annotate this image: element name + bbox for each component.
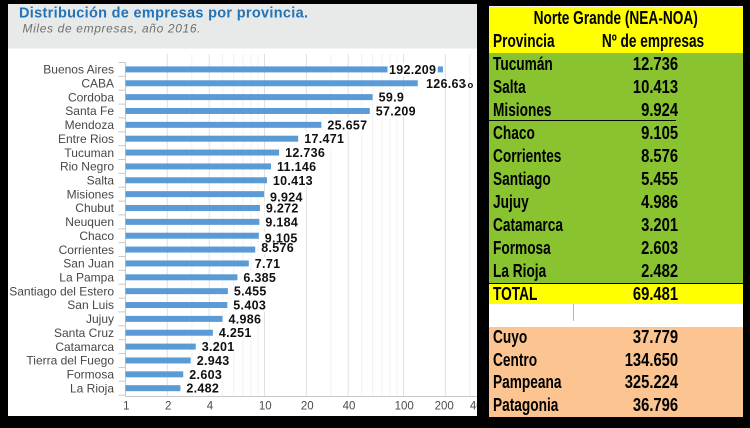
svg-text:4: 4 xyxy=(207,401,214,413)
svg-text:5.455: 5.455 xyxy=(234,285,267,299)
svg-text:Tierra del Fuego: Tierra del Fuego xyxy=(26,354,114,368)
svg-text:Entre Rios: Entre Rios xyxy=(58,132,114,146)
svg-text:San Juan: San Juan xyxy=(63,257,114,271)
svg-text:17.471: 17.471 xyxy=(304,132,344,146)
svg-text:40: 40 xyxy=(343,401,356,413)
svg-text:Distribución de empresas por p: Distribución de empresas por provincia. xyxy=(19,6,308,22)
svg-text:200: 200 xyxy=(435,401,454,413)
svg-text:Santiago del Estero: Santiago del Estero xyxy=(9,284,114,298)
svg-text:Catamarca: Catamarca xyxy=(55,340,114,354)
svg-text:7.71: 7.71 xyxy=(255,257,281,271)
svg-text:Santa Cruz: Santa Cruz xyxy=(54,326,114,340)
svg-text:8.576: 8.576 xyxy=(261,241,294,255)
svg-text:Miles de empresas, año 2016.: Miles de empresas, año 2016. xyxy=(23,22,201,36)
svg-text:4.986: 4.986 xyxy=(229,312,262,326)
svg-text:Santa Fe: Santa Fe xyxy=(65,104,114,118)
svg-text:Chaco: Chaco xyxy=(79,229,114,243)
svg-text:Jujuy: Jujuy xyxy=(86,312,114,326)
svg-text:2.943: 2.943 xyxy=(197,354,230,368)
svg-text:100: 100 xyxy=(395,401,414,413)
svg-text:9.184: 9.184 xyxy=(265,215,298,229)
svg-text:12.736: 12.736 xyxy=(285,146,325,160)
svg-text:9.924: 9.924 xyxy=(270,191,303,205)
svg-text:3.201: 3.201 xyxy=(202,340,235,354)
svg-text:Rio Negro: Rio Negro xyxy=(60,160,114,174)
svg-text:o: o xyxy=(468,80,474,91)
svg-text:192.209: 192.209 xyxy=(389,63,436,77)
svg-text:57.209: 57.209 xyxy=(376,105,416,119)
svg-text:6.385: 6.385 xyxy=(243,271,276,285)
svg-text:10.413: 10.413 xyxy=(273,174,313,188)
svg-text:20: 20 xyxy=(301,401,314,413)
svg-text:Misiones: Misiones xyxy=(67,187,114,201)
svg-text:Buenos Aires: Buenos Aires xyxy=(43,63,114,77)
svg-text:400: 400 xyxy=(470,401,489,413)
svg-text:9.272: 9.272 xyxy=(266,202,299,216)
svg-text:Neuquen: Neuquen xyxy=(65,215,114,229)
svg-text:Corrientes: Corrientes xyxy=(59,243,114,257)
svg-text:9.105: 9.105 xyxy=(265,232,298,246)
svg-text:5.403: 5.403 xyxy=(233,299,266,313)
svg-text:2.603: 2.603 xyxy=(189,368,222,382)
svg-text:59.9: 59.9 xyxy=(379,91,405,105)
svg-text:La Rioja: La Rioja xyxy=(70,381,114,395)
svg-text:Cordoba: Cordoba xyxy=(68,90,114,104)
svg-text:La Pampa: La Pampa xyxy=(59,271,114,285)
svg-text:25.657: 25.657 xyxy=(327,118,367,132)
svg-text:CABA: CABA xyxy=(81,77,114,91)
svg-text:Formosa: Formosa xyxy=(67,368,115,382)
svg-text:San Luis: San Luis xyxy=(67,298,114,312)
svg-text:Mendoza: Mendoza xyxy=(65,118,115,132)
svg-text:126.63: 126.63 xyxy=(426,77,466,91)
svg-text:2.482: 2.482 xyxy=(186,382,219,396)
svg-text:1: 1 xyxy=(123,401,129,413)
svg-text:Tucuman: Tucuman xyxy=(64,146,114,160)
svg-text:11.146: 11.146 xyxy=(277,160,316,174)
svg-text:2: 2 xyxy=(165,401,171,413)
svg-text:Salta: Salta xyxy=(87,174,115,188)
svg-text:Chubut: Chubut xyxy=(75,201,114,215)
svg-text:10: 10 xyxy=(259,401,272,413)
svg-text:4.251: 4.251 xyxy=(219,326,252,340)
